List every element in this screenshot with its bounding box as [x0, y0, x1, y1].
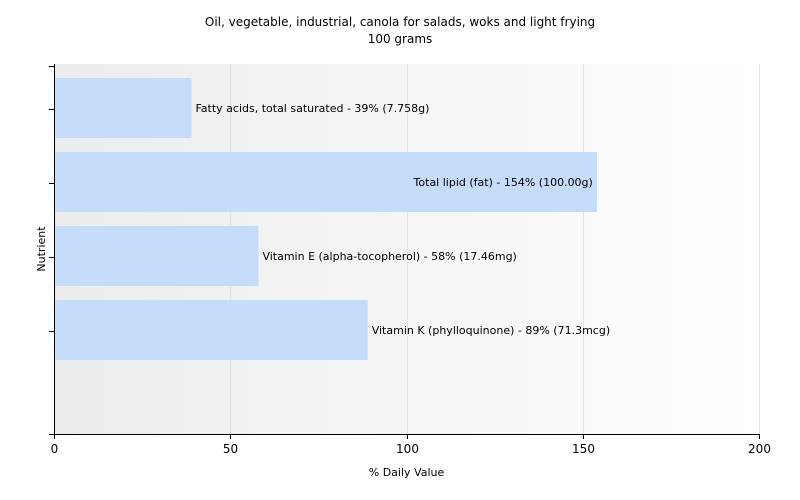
- y-axis-title: Nutrient: [35, 226, 48, 272]
- bar: [55, 300, 368, 360]
- x-tick-label: 200: [748, 442, 771, 456]
- bar-data-label: Vitamin E (alpha-tocopherol) - 58% (17.4…: [262, 250, 516, 263]
- data-labels: Fatty acids, total saturated - 39% (7.75…: [195, 102, 610, 337]
- chart-title: Oil, vegetable, industrial, canola for s…: [204, 15, 596, 29]
- x-tick-label: 50: [223, 442, 238, 456]
- bar: [55, 226, 259, 286]
- bar-data-label: Fatty acids, total saturated - 39% (7.75…: [195, 102, 429, 115]
- bar-data-label: Vitamin K (phylloquinone) - 89% (71.3mcg…: [372, 324, 610, 337]
- chart-title-block: Oil, vegetable, industrial, canola for s…: [0, 14, 800, 48]
- axes: 0 50 100 150 200: [49, 64, 771, 456]
- bar: [55, 78, 192, 138]
- bar: [55, 152, 597, 212]
- x-tick-label: 150: [572, 442, 595, 456]
- x-tick-label: 100: [396, 442, 419, 456]
- bar-data-label: Total lipid (fat) - 154% (100.00g): [413, 176, 593, 189]
- bars: [55, 78, 597, 360]
- chart-subtitle: 100 grams: [367, 32, 433, 46]
- x-axis-title: % Daily Value: [369, 466, 445, 479]
- x-tick-label: 0: [51, 442, 59, 456]
